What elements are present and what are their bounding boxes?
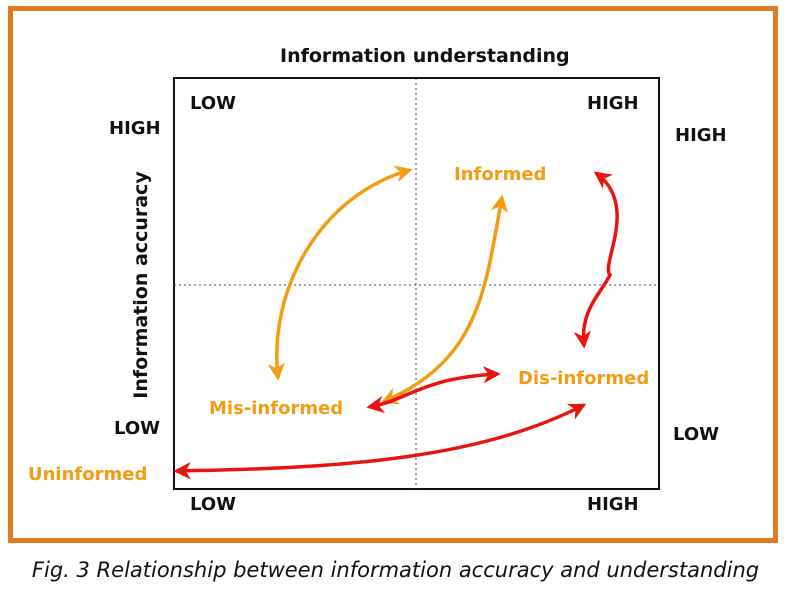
right-high-label: HIGH: [675, 125, 727, 146]
corner-top-left: LOW: [190, 93, 236, 114]
corner-bottom-right: HIGH: [587, 494, 639, 515]
arrow-misinformed-informed-center: [380, 194, 508, 405]
corner-bottom-left: LOW: [190, 494, 236, 515]
left-low-label: LOW: [114, 418, 160, 439]
left-high-label: HIGH: [109, 118, 161, 139]
diagram-title: Information understanding: [280, 45, 570, 67]
state-disinformed: Dis-informed: [518, 368, 650, 389]
arrow-misinformed-informed-left: [267, 165, 413, 381]
arrow-uninformed-disinformed: [173, 403, 587, 480]
right-low-label: LOW: [673, 424, 719, 445]
diagram-frame: [8, 6, 778, 543]
y-axis-title: Information accuracy: [130, 171, 152, 399]
state-misinformed: Mis-informed: [209, 398, 344, 419]
arrow-misinformed-disinformed: [366, 366, 501, 414]
corner-top-right: HIGH: [587, 93, 639, 114]
figure-caption: Fig. 3 Relationship between information …: [31, 558, 760, 582]
state-informed: Informed: [454, 164, 547, 185]
state-uninformed: Uninformed: [28, 464, 148, 485]
arrow-informed-disinformed: [573, 171, 619, 349]
